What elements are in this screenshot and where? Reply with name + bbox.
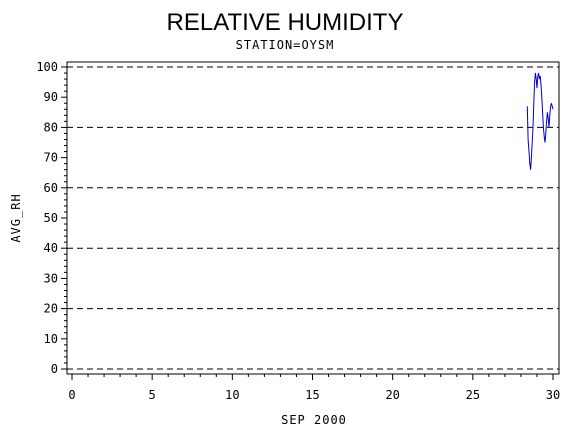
- grid-lines: [67, 66, 559, 370]
- y-tick-label-90: 90: [44, 90, 58, 104]
- y-tick-label-10: 10: [44, 332, 58, 346]
- x-tick-label-5: 5: [149, 388, 156, 402]
- chart-title: RELATIVE HUMIDITY: [167, 9, 404, 36]
- series-layer: [526, 72, 554, 170]
- y-tick-label-80: 80: [44, 120, 58, 134]
- y-tick-label-30: 30: [44, 271, 58, 285]
- x-tick-label-30: 30: [546, 388, 560, 402]
- y-tick-label-100: 100: [36, 60, 58, 74]
- y-tick-label-70: 70: [44, 151, 58, 165]
- y-axis-label: AVG_RH: [9, 193, 23, 242]
- plot-frame: [66, 61, 560, 375]
- x-tick-label-20: 20: [385, 388, 399, 402]
- x-tick-label-0: 0: [68, 388, 75, 402]
- x-axis-label: SEP 2000: [281, 413, 347, 427]
- y-tick-label-20: 20: [44, 302, 58, 316]
- y-tick-label-40: 40: [44, 241, 58, 255]
- x-tick-label-15: 15: [305, 388, 319, 402]
- series-line-0: [526, 72, 554, 170]
- y-tick-label-60: 60: [44, 181, 58, 195]
- chart-subtitle: STATION=OYSM: [236, 38, 335, 52]
- y-tick-label-50: 50: [44, 211, 58, 225]
- axis-ticks: 0 10 20 30 40 50 60 70 80 90 100 0 5 10 15 20 25 30: [36, 60, 560, 402]
- y-tick-label-0: 0: [51, 362, 58, 376]
- x-tick-label-25: 25: [466, 388, 480, 402]
- x-tick-label-10: 10: [225, 388, 239, 402]
